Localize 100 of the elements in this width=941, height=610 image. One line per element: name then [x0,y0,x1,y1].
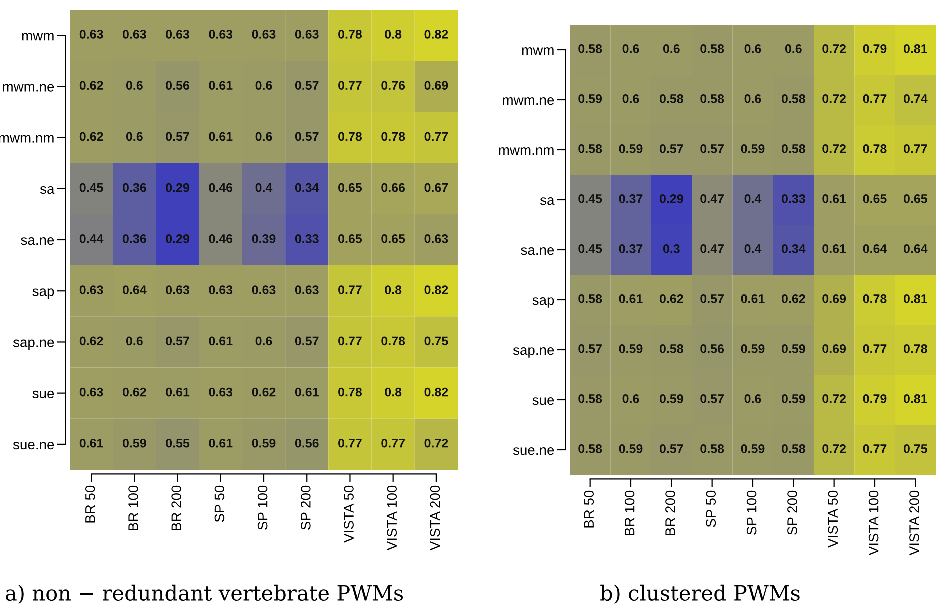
y-tick-label: sap [32,288,54,300]
data-label: 0.8 [385,286,402,294]
y-tick-label: sap.ne [13,340,54,350]
data-label: 0.81 [904,394,928,404]
x-tick-label: VISTA 50 [344,486,354,543]
data-label: 0.6 [126,132,143,142]
data-label: 0.79 [863,394,887,404]
data-label: 0.57 [295,336,319,346]
data-label: 0.65 [382,234,406,244]
data-label: 0.58 [782,144,806,154]
data-label: 0.67 [424,183,448,192]
y-tick-label: sa.ne [521,248,554,256]
y-tick-label: sa [540,198,555,206]
data-label: 0.77 [863,444,887,454]
data-label: 0.58 [700,44,724,54]
data-label: 0.6 [126,336,143,346]
data-label: 0.29 [166,183,190,192]
data-label: 0.34 [295,183,320,192]
data-label: 0.77 [863,94,887,104]
data-label: 0.6 [256,132,272,142]
data-label: 0.77 [424,132,448,142]
data-label: 0.58 [578,144,602,154]
data-label: 0.58 [782,444,806,454]
data-label: 0.57 [700,144,724,154]
data-label: 0.3 [663,244,680,254]
x-tick-label: BR 100 [624,490,635,536]
data-label: 0.59 [741,444,765,454]
data-label: 0.79 [863,44,887,54]
data-label: 0.63 [166,286,190,294]
y-tick-label: mwm [522,48,554,56]
data-label: 0.6 [256,81,272,90]
x-tick-label: BR 200 [666,490,676,536]
y-tick-label: sap [532,298,554,308]
data-label: 0.37 [619,244,643,254]
data-label: 0.45 [578,244,602,254]
data-label: 0.77 [338,336,362,346]
x-tick-label: SP 50 [214,486,225,522]
data-label: 0.56 [166,81,190,90]
data-label: 0.61 [295,388,319,397]
data-label: 0.58 [660,344,684,354]
y-tick-label: sue.ne [13,442,54,450]
data-label: 0.75 [904,444,928,454]
data-label: 0.6 [785,44,802,54]
data-label: 0.72 [822,144,846,154]
data-label: 0.57 [660,144,684,154]
data-label: 0.58 [578,44,602,54]
data-label: 0.58 [700,444,724,454]
data-label: 0.64 [904,244,928,254]
data-label: 0.55 [166,438,190,448]
data-label: 0.36 [123,183,146,192]
data-label: 0.59 [741,344,765,354]
data-label: 0.39 [252,234,276,244]
data-label: 0.77 [338,81,362,90]
data-label: 0.81 [904,44,928,54]
data-label: 0.58 [578,294,602,304]
x-tick-label: SP 100 [746,490,757,535]
data-label: 0.62 [80,132,104,142]
data-label: 0.77 [382,438,405,448]
data-label: 0.61 [209,81,233,90]
data-label: 0.6 [126,81,143,90]
data-label: 0.57 [166,336,190,346]
data-label: 0.63 [252,30,276,39]
data-label: 0.61 [166,388,190,397]
data-label: 0.62 [123,388,146,397]
data-label: 0.63 [80,286,104,294]
y-tick-label: sa [40,186,55,194]
data-label: 0.65 [338,183,362,192]
data-label: 0.57 [660,444,684,454]
data-label: 0.62 [252,388,276,397]
data-label: 0.74 [904,94,928,104]
data-label: 0.65 [338,234,362,244]
data-label: 0.57 [295,132,319,142]
data-label: 0.62 [80,336,104,346]
text: a) non − redundant vertebrate PWMs [6,584,404,604]
data-label: 0.8 [385,388,402,397]
data-label: 0.77 [338,286,362,294]
data-label: 0.77 [338,438,362,448]
x-tick-label: VISTA 200 [910,490,920,556]
x-tick-label: BR 50 [584,490,594,528]
data-label: 0.78 [382,336,406,346]
data-label: 0.58 [700,94,724,104]
data-label: 0.56 [295,438,319,448]
data-label: 0.44 [80,234,104,244]
x-tick-label: SP 100 [258,486,268,530]
data-label: 0.59 [578,94,602,104]
data-label: 0.62 [782,294,806,304]
x-tick-label: VISTA 100 [868,490,879,556]
data-label: 0.72 [822,94,846,104]
data-label: 0.78 [904,344,928,354]
data-label: 0.6 [744,94,762,104]
x-tick-label: SP 200 [788,490,798,535]
y-tick-label: sue.ne [513,448,554,456]
y-tick-label: sa.ne [21,238,54,246]
x-tick-label: BR 200 [172,486,182,530]
data-label: 0.63 [209,286,233,294]
data-label: 0.58 [578,394,602,404]
text: b) clustered PWMs [600,584,800,604]
x-tick-label: VISTA 50 [828,490,838,548]
x-tick-label: VISTA 100 [387,486,398,551]
y-tick-label: sue [532,398,554,406]
